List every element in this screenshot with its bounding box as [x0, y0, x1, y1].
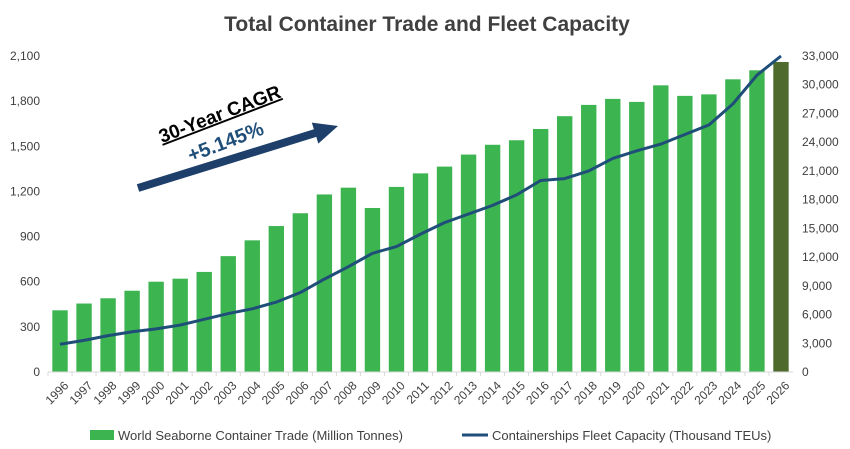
- x-tick-label: 2008: [331, 378, 360, 407]
- y-left-tick-label: 1,800: [10, 94, 40, 108]
- bar-2011: [412, 173, 429, 372]
- x-tick-label: 2006: [283, 378, 312, 407]
- x-tick-label: 1996: [43, 378, 72, 407]
- x-tick-label: 2020: [619, 378, 648, 407]
- bar-2014: [484, 144, 501, 372]
- bar-2015: [508, 140, 525, 372]
- bar-2022: [677, 95, 693, 372]
- y-right-tick-label: 21,000: [802, 164, 839, 178]
- bar-2013: [460, 154, 477, 372]
- x-tick-label: 2026: [764, 378, 793, 407]
- bar-2023: [701, 94, 717, 373]
- fleet-capacity-line: [59, 54, 782, 346]
- bar-2007: [316, 194, 333, 372]
- y-right-tick-label: 0: [802, 365, 809, 379]
- x-tick-label: 2019: [595, 378, 624, 407]
- legend-label-bar: World Seaborne Container Trade (Million …: [118, 428, 403, 443]
- y-left-tick-label: 0: [33, 365, 40, 379]
- bar-2002: [196, 271, 212, 372]
- x-tick-label: 2000: [139, 378, 168, 407]
- bar-2005: [268, 226, 284, 372]
- x-tick-label: 2016: [523, 378, 552, 407]
- x-tick-label: 2023: [691, 378, 720, 407]
- x-tick-label: 2002: [187, 378, 216, 407]
- x-tick-label: 2004: [235, 378, 264, 407]
- x-tick-label: 2010: [379, 378, 408, 407]
- x-tick-label: 2021: [643, 378, 672, 407]
- bar-2010: [388, 186, 405, 372]
- x-tick-label: 2003: [211, 378, 240, 407]
- x-tick-label: 2017: [547, 378, 576, 407]
- x-tick-label: 2001: [163, 378, 192, 407]
- bar-2018: [581, 104, 597, 373]
- bar-2026: [773, 62, 789, 373]
- bar-2008: [340, 187, 357, 372]
- legend-swatch-bar: [90, 430, 114, 440]
- y-right-tick-label: 9,000: [802, 279, 832, 293]
- y-right-tick-label: 24,000: [802, 135, 839, 149]
- x-tick-label: 2012: [427, 378, 456, 407]
- y-left-tick-label: 300: [20, 320, 40, 334]
- x-tick-label: 2011: [404, 378, 432, 406]
- trend-arrow: [136, 122, 338, 192]
- x-tick-label: 2025: [740, 378, 769, 407]
- y-right-tick-label: 18,000: [802, 193, 839, 207]
- x-tick-label: 2024: [715, 378, 744, 407]
- bar-2019: [605, 98, 621, 372]
- y-right-tick-label: 3,000: [802, 336, 832, 350]
- legend: World Seaborne Container Trade (Million …: [90, 428, 771, 443]
- y-right-tick-label: 27,000: [802, 107, 839, 121]
- bar-2025: [749, 70, 765, 373]
- bar-2020: [629, 101, 645, 373]
- bar-series: [52, 62, 789, 373]
- line-series: [59, 54, 782, 346]
- legend-label-line: Containerships Fleet Capacity (Thousand …: [492, 428, 771, 443]
- bar-2016: [532, 128, 549, 372]
- y-left-tick-label: 1,200: [10, 184, 40, 198]
- x-tick-label: 2018: [571, 378, 600, 407]
- bar-2012: [436, 166, 453, 372]
- chart-title: Total Container Trade and Fleet Capacity: [224, 13, 630, 36]
- bar-2000: [148, 281, 164, 372]
- y-right-tick-label: 15,000: [802, 221, 839, 235]
- x-tick-label: 2007: [307, 378, 336, 407]
- x-tick-label: 2009: [355, 378, 384, 407]
- cagr-annotation: 30-Year CAGR +5.145%: [136, 82, 338, 192]
- bar-2024: [725, 79, 741, 372]
- x-tick-label: 2014: [475, 378, 504, 407]
- y-right-tick-label: 30,000: [802, 78, 839, 92]
- x-tick-label: 1999: [115, 378, 144, 407]
- bar-2021: [653, 85, 669, 372]
- bar-2017: [557, 116, 573, 372]
- bar-2009: [364, 207, 381, 372]
- x-tick-label: 2013: [451, 378, 480, 407]
- y-right-tick-label: 33,000: [802, 49, 839, 63]
- y-right-tick-label: 12,000: [802, 250, 839, 264]
- x-tick-label: 1997: [67, 378, 96, 407]
- bar-1997: [76, 303, 92, 372]
- x-tick-label: 2022: [667, 378, 696, 407]
- x-tick-label: 1998: [91, 378, 120, 407]
- y-left-tick-label: 900: [20, 230, 40, 244]
- bar-1996: [52, 310, 68, 372]
- x-tick-label: 2005: [259, 378, 288, 407]
- x-tick-label: 2015: [499, 378, 528, 407]
- y-left-tick-label: 600: [20, 275, 40, 289]
- y-right-tick-label: 6,000: [802, 308, 832, 322]
- bar-2004: [244, 240, 260, 372]
- y-left-tick-label: 1,500: [10, 139, 40, 153]
- y-left-tick-label: 2,100: [10, 49, 40, 63]
